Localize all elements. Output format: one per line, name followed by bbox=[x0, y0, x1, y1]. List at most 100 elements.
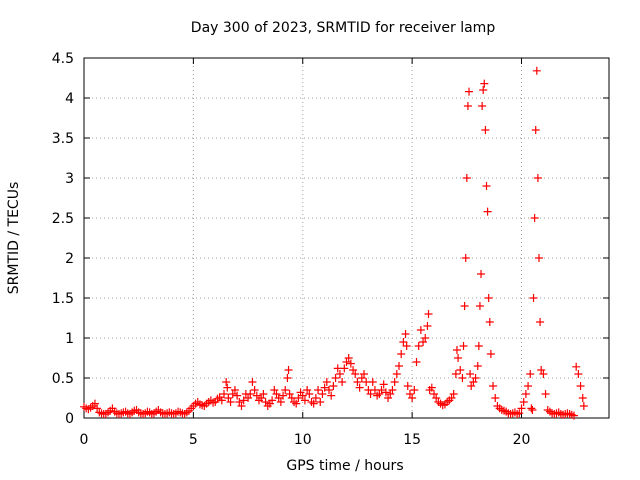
axis-ticks: 0 0.5 1 1.5 2 2.5 3 3.5 4 4.5 0 5 10 15 20 bbox=[52, 51, 609, 448]
data-point bbox=[119, 408, 128, 417]
y-tick-label: 3.5 bbox=[52, 131, 74, 147]
data-point bbox=[482, 182, 491, 190]
data-point bbox=[465, 87, 473, 96]
data-point bbox=[228, 390, 237, 398]
data-point bbox=[305, 390, 314, 398]
plot-frame bbox=[83, 57, 610, 419]
data-point bbox=[449, 390, 458, 398]
chart-title: Day 300 of 2023, SRMTID for receiver lam… bbox=[191, 20, 496, 36]
data-point bbox=[235, 398, 244, 406]
data-point bbox=[405, 390, 414, 398]
data-point bbox=[491, 394, 500, 402]
data-point bbox=[403, 382, 412, 390]
data-point bbox=[524, 382, 533, 390]
data-point bbox=[478, 102, 487, 110]
data-point bbox=[513, 410, 522, 418]
data-point bbox=[290, 398, 298, 406]
data-point bbox=[529, 294, 538, 302]
data-point bbox=[483, 207, 492, 216]
data-point bbox=[527, 404, 536, 413]
data-point bbox=[279, 391, 288, 400]
data-point bbox=[475, 302, 484, 310]
data-point bbox=[510, 408, 519, 417]
data-point bbox=[530, 214, 539, 222]
data-point bbox=[410, 386, 419, 394]
data-point bbox=[353, 378, 362, 386]
data-point bbox=[86, 403, 95, 412]
data-point bbox=[285, 390, 294, 398]
data-point bbox=[576, 382, 585, 390]
x-tick-label: 5 bbox=[189, 432, 198, 448]
data-point bbox=[519, 398, 528, 406]
data-point bbox=[270, 386, 279, 394]
data-point bbox=[388, 386, 397, 394]
data-point bbox=[165, 408, 174, 417]
data-point bbox=[226, 398, 235, 406]
data-point bbox=[335, 370, 344, 378]
data-point bbox=[466, 370, 475, 378]
y-tick-label: 0.5 bbox=[52, 371, 74, 387]
data-point bbox=[281, 386, 290, 394]
data-point bbox=[384, 394, 393, 402]
data-point bbox=[416, 326, 425, 334]
data-point bbox=[252, 391, 261, 400]
data-point bbox=[390, 378, 399, 386]
data-point bbox=[528, 406, 537, 414]
data-point bbox=[451, 370, 460, 378]
data-point bbox=[314, 386, 323, 394]
data-point bbox=[292, 399, 301, 408]
data-point bbox=[104, 408, 113, 417]
data-point bbox=[461, 254, 470, 262]
data-point bbox=[397, 350, 406, 358]
data-point bbox=[368, 378, 377, 386]
y-tick-label: 4 bbox=[65, 91, 74, 107]
data-point bbox=[344, 354, 353, 362]
data-point bbox=[489, 382, 498, 390]
data-point bbox=[414, 342, 423, 350]
y-tick-label: 1.5 bbox=[52, 291, 74, 307]
x-tick-label: 0 bbox=[80, 432, 89, 448]
data-point bbox=[460, 302, 469, 310]
data-point bbox=[357, 374, 366, 382]
data-point bbox=[424, 310, 433, 318]
data-point bbox=[430, 390, 438, 398]
data-point bbox=[284, 366, 293, 374]
data-point bbox=[360, 370, 368, 378]
data-point bbox=[467, 382, 476, 390]
data-point bbox=[399, 338, 408, 346]
data-point bbox=[381, 388, 390, 397]
data-point bbox=[485, 318, 494, 326]
data-point bbox=[351, 370, 360, 378]
data-point bbox=[340, 364, 349, 373]
data-point bbox=[276, 398, 285, 406]
data-point bbox=[395, 362, 403, 370]
data-point bbox=[401, 330, 410, 338]
data-point bbox=[160, 410, 169, 418]
data-point bbox=[517, 404, 526, 413]
data-point bbox=[217, 396, 226, 405]
data-point bbox=[268, 396, 277, 405]
data-point bbox=[346, 359, 355, 368]
data-point bbox=[97, 409, 106, 418]
data-point bbox=[469, 378, 478, 386]
data-point bbox=[412, 358, 421, 366]
data-point bbox=[248, 378, 257, 386]
data-series bbox=[80, 66, 588, 420]
data-point bbox=[477, 270, 486, 278]
data-point bbox=[322, 378, 331, 386]
data-point bbox=[233, 391, 242, 400]
data-point bbox=[452, 346, 461, 354]
data-point bbox=[471, 374, 480, 382]
data-point bbox=[537, 366, 546, 374]
data-point bbox=[90, 399, 99, 408]
x-tick-label: 15 bbox=[403, 432, 421, 448]
y-tick-label: 2 bbox=[65, 251, 74, 267]
x-tick-label: 10 bbox=[294, 432, 312, 448]
data-point bbox=[222, 378, 231, 386]
data-point bbox=[182, 408, 191, 417]
data-point bbox=[250, 386, 259, 394]
data-point bbox=[145, 408, 154, 417]
data-point bbox=[392, 370, 401, 378]
data-point bbox=[320, 383, 329, 392]
